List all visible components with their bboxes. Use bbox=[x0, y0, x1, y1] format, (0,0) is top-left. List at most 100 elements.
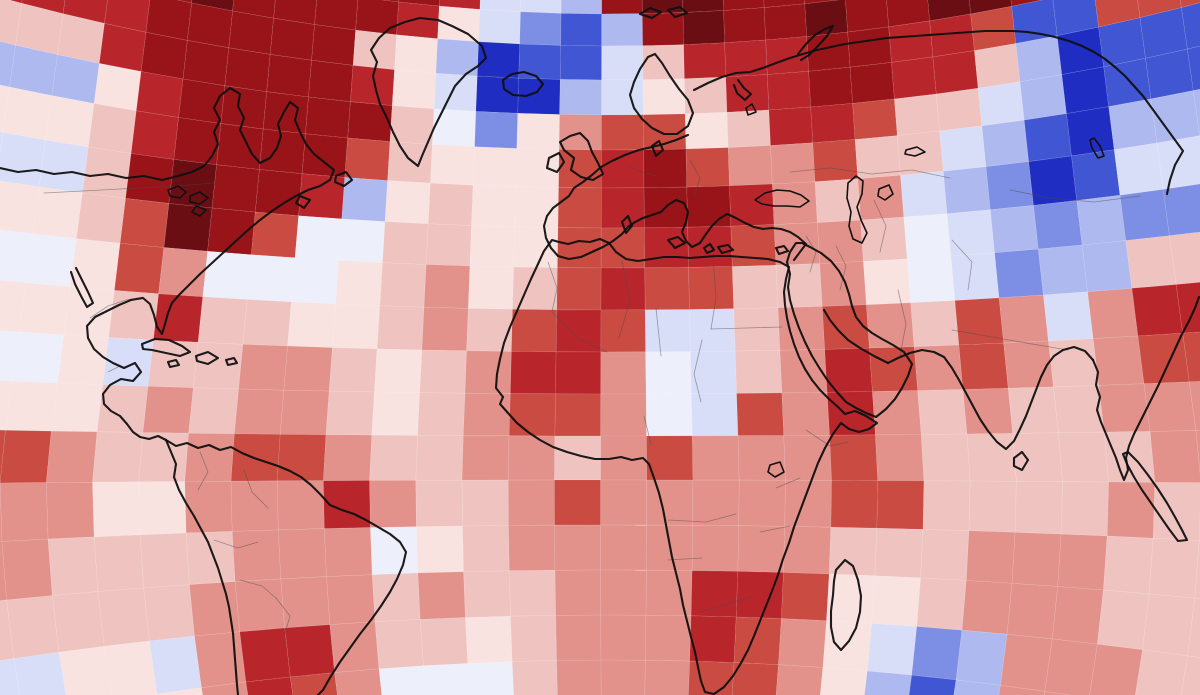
country-border bbox=[547, 261, 558, 313]
grid-cell bbox=[981, 119, 1030, 168]
grid-cell bbox=[277, 528, 327, 580]
grid-cell bbox=[332, 303, 381, 350]
grid-cell bbox=[866, 302, 915, 349]
africa bbox=[494, 237, 879, 695]
grid-cell bbox=[47, 536, 99, 596]
grid-cell bbox=[326, 574, 376, 625]
grid-cell bbox=[849, 62, 895, 104]
grid-cell bbox=[600, 351, 647, 395]
grid-cell bbox=[852, 98, 898, 140]
grid-cell bbox=[763, 3, 808, 41]
grid-cell bbox=[935, 87, 983, 132]
grid-cell bbox=[45, 95, 95, 148]
grid-cell bbox=[269, 17, 315, 61]
grid-cell bbox=[45, 430, 98, 483]
grid-cell bbox=[242, 299, 292, 347]
grid-cell bbox=[369, 479, 417, 528]
grid-cell bbox=[555, 351, 602, 395]
grid-cell bbox=[891, 56, 937, 100]
grid-cell bbox=[775, 664, 824, 695]
grid-cell bbox=[5, 380, 58, 432]
grid-cell bbox=[560, 0, 603, 15]
grid-cell bbox=[378, 665, 427, 695]
grid-cell bbox=[283, 345, 333, 392]
grid-cell bbox=[301, 133, 349, 178]
grid-cell bbox=[370, 526, 419, 576]
grid-cell bbox=[32, 186, 83, 240]
country-border bbox=[197, 451, 209, 491]
grid-cell bbox=[600, 659, 646, 695]
grid-cell bbox=[207, 207, 256, 256]
grid-cell bbox=[465, 615, 513, 664]
grid-cell bbox=[1113, 142, 1164, 196]
grid-cell bbox=[555, 614, 602, 661]
grid-cell bbox=[0, 132, 46, 188]
grid-cell bbox=[916, 577, 967, 631]
grid-cell bbox=[211, 164, 260, 213]
grid-cell bbox=[601, 79, 644, 116]
country-border bbox=[759, 525, 791, 533]
denmark bbox=[650, 139, 665, 158]
grid-cell bbox=[781, 572, 830, 622]
grid-cell bbox=[466, 308, 513, 352]
grid-cell bbox=[478, 9, 521, 45]
grid-cell bbox=[437, 5, 481, 43]
grid-cell bbox=[779, 349, 828, 394]
grid-cell bbox=[970, 5, 1017, 51]
grid-cell bbox=[1097, 589, 1150, 651]
puerto-rico bbox=[224, 356, 239, 367]
country-border bbox=[43, 182, 215, 194]
south-america-northeast bbox=[164, 438, 408, 695]
grid-cell bbox=[863, 258, 912, 306]
grid-cell bbox=[906, 255, 956, 304]
grid-cell bbox=[1131, 284, 1184, 337]
grid-cell bbox=[114, 242, 165, 295]
grid-cell bbox=[554, 393, 602, 437]
grid-cell bbox=[194, 631, 247, 689]
grid-cell bbox=[682, 10, 726, 46]
greenland bbox=[369, 16, 488, 168]
grid-cell bbox=[419, 349, 467, 394]
grid-cell bbox=[158, 247, 208, 298]
country-border bbox=[213, 539, 259, 549]
svalbard-east bbox=[666, 5, 689, 19]
grid-cell bbox=[894, 93, 940, 136]
grid-cell bbox=[783, 526, 832, 575]
grid-cell bbox=[900, 170, 948, 218]
grid-cell bbox=[416, 525, 464, 574]
grid-cell bbox=[13, 651, 67, 695]
grid-cell bbox=[355, 0, 400, 36]
country-border bbox=[551, 311, 608, 353]
grid-cell bbox=[600, 393, 647, 437]
grid-cell bbox=[922, 480, 971, 532]
grid-cell bbox=[559, 45, 603, 81]
grid-cell bbox=[156, 687, 204, 695]
grid-cell bbox=[184, 480, 233, 534]
grid-cell bbox=[391, 69, 437, 110]
grid-cell bbox=[1145, 48, 1194, 100]
lakes-layer bbox=[167, 103, 1105, 478]
grid-cell bbox=[507, 479, 555, 526]
grid-cell bbox=[0, 482, 49, 542]
grid-cell bbox=[425, 223, 472, 267]
grid-cell bbox=[768, 106, 814, 146]
grid-cell bbox=[876, 480, 925, 530]
grid-cell bbox=[421, 306, 469, 352]
great-britain bbox=[558, 131, 605, 182]
grid-cell bbox=[97, 587, 150, 647]
grid-cell bbox=[765, 36, 810, 75]
country-border bbox=[693, 339, 703, 403]
grid-cell bbox=[139, 532, 190, 589]
grid-cell bbox=[554, 569, 602, 616]
grid-cell bbox=[287, 301, 336, 348]
lake-erie-ontario bbox=[191, 205, 207, 217]
grid-cell bbox=[1187, 597, 1200, 659]
grid-cell bbox=[149, 635, 202, 695]
grid-cell bbox=[371, 391, 421, 436]
grid-cell bbox=[103, 640, 158, 695]
grid-cell bbox=[51, 54, 100, 104]
grid-cell bbox=[1060, 481, 1110, 537]
grid-cell bbox=[1125, 235, 1177, 289]
